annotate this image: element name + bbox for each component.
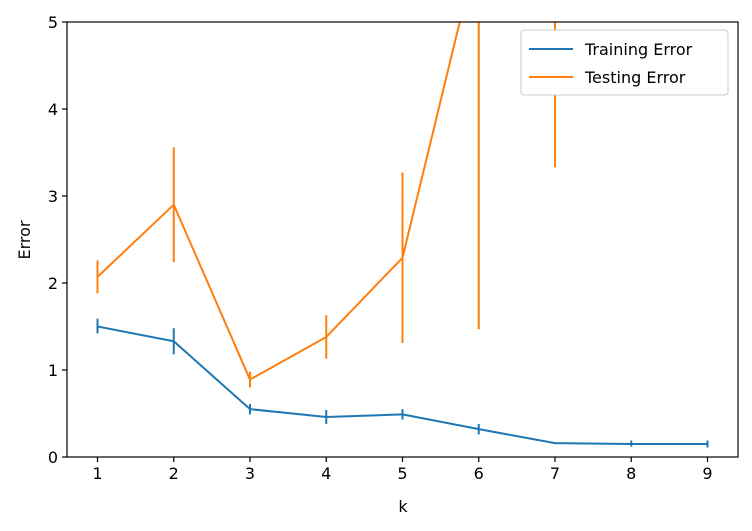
legend: Training Error Testing Error xyxy=(520,29,729,96)
y-tick-label: 5 xyxy=(48,13,58,32)
y-tick-label: 4 xyxy=(48,100,58,119)
x-tick-label: 1 xyxy=(92,464,102,483)
x-axis-label: k xyxy=(398,497,408,516)
x-tick-label: 8 xyxy=(626,464,636,483)
legend-box xyxy=(520,29,729,96)
y-tick-label: 3 xyxy=(48,187,58,206)
y-axis-label: Error xyxy=(15,220,34,259)
y-tick-label: 2 xyxy=(48,274,58,293)
x-tick-label: 4 xyxy=(321,464,331,483)
x-tick-label: 5 xyxy=(397,464,407,483)
legend-label-testing: Testing Error xyxy=(584,68,686,87)
x-tick-label: 3 xyxy=(245,464,255,483)
y-tick-label: 0 xyxy=(48,448,58,467)
y-axis: 0 1 2 3 4 5 xyxy=(48,13,67,467)
training-error-line xyxy=(97,325,708,445)
x-tick-label: 7 xyxy=(550,464,560,483)
x-tick-label: 9 xyxy=(702,464,712,483)
x-tick-label: 2 xyxy=(169,464,179,483)
y-tick-label: 1 xyxy=(48,361,58,380)
x-tick-label: 6 xyxy=(474,464,484,483)
legend-label-training: Training Error xyxy=(584,40,693,59)
x-axis: 1 2 3 4 5 6 7 8 9 xyxy=(92,457,713,483)
